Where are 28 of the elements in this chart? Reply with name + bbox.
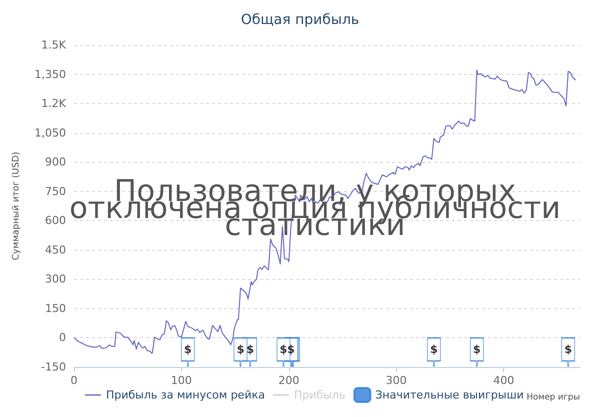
legend-label: Прибыль за минусом рейка [106, 388, 265, 402]
y-tick-label: 450 [45, 243, 66, 256]
y-tick-label: 1,350 [34, 68, 66, 81]
chart-title: Общая прибыль [240, 12, 360, 28]
x-tick-label: 300 [386, 374, 407, 387]
y-tick-label: 0 [59, 331, 66, 344]
x-axis-title: Номер игры [526, 392, 580, 402]
data-label: $ [280, 342, 288, 356]
y-tick-label: 150 [45, 302, 66, 315]
x-tick-label: 100 [170, 374, 192, 387]
y-tick-label: 600 [45, 214, 66, 228]
data-label: $ [473, 342, 481, 356]
y-tick-label: 300 [45, 272, 66, 286]
y-tick-label: 900 [45, 156, 66, 169]
x-tick-label: 400 [493, 374, 514, 387]
data-label: $ [184, 342, 192, 356]
y-tick-label: 750 [45, 184, 66, 198]
x-tick-label: 0 [70, 374, 78, 387]
x-tick-label: 200 [278, 374, 300, 387]
data-label: $ [236, 342, 244, 356]
data-label: $ [430, 342, 438, 356]
y-tick-label: 1,050 [34, 126, 66, 140]
y-tick-label: -150 [41, 360, 66, 374]
legend-label: Значительные выигрыши [375, 388, 524, 402]
y-tick-label: 1.2K [41, 97, 67, 110]
data-label: $ [564, 342, 572, 356]
y-tick-label: 1.5K [41, 38, 67, 52]
y-axis-title: Суммарный итог (USD) [12, 152, 22, 260]
